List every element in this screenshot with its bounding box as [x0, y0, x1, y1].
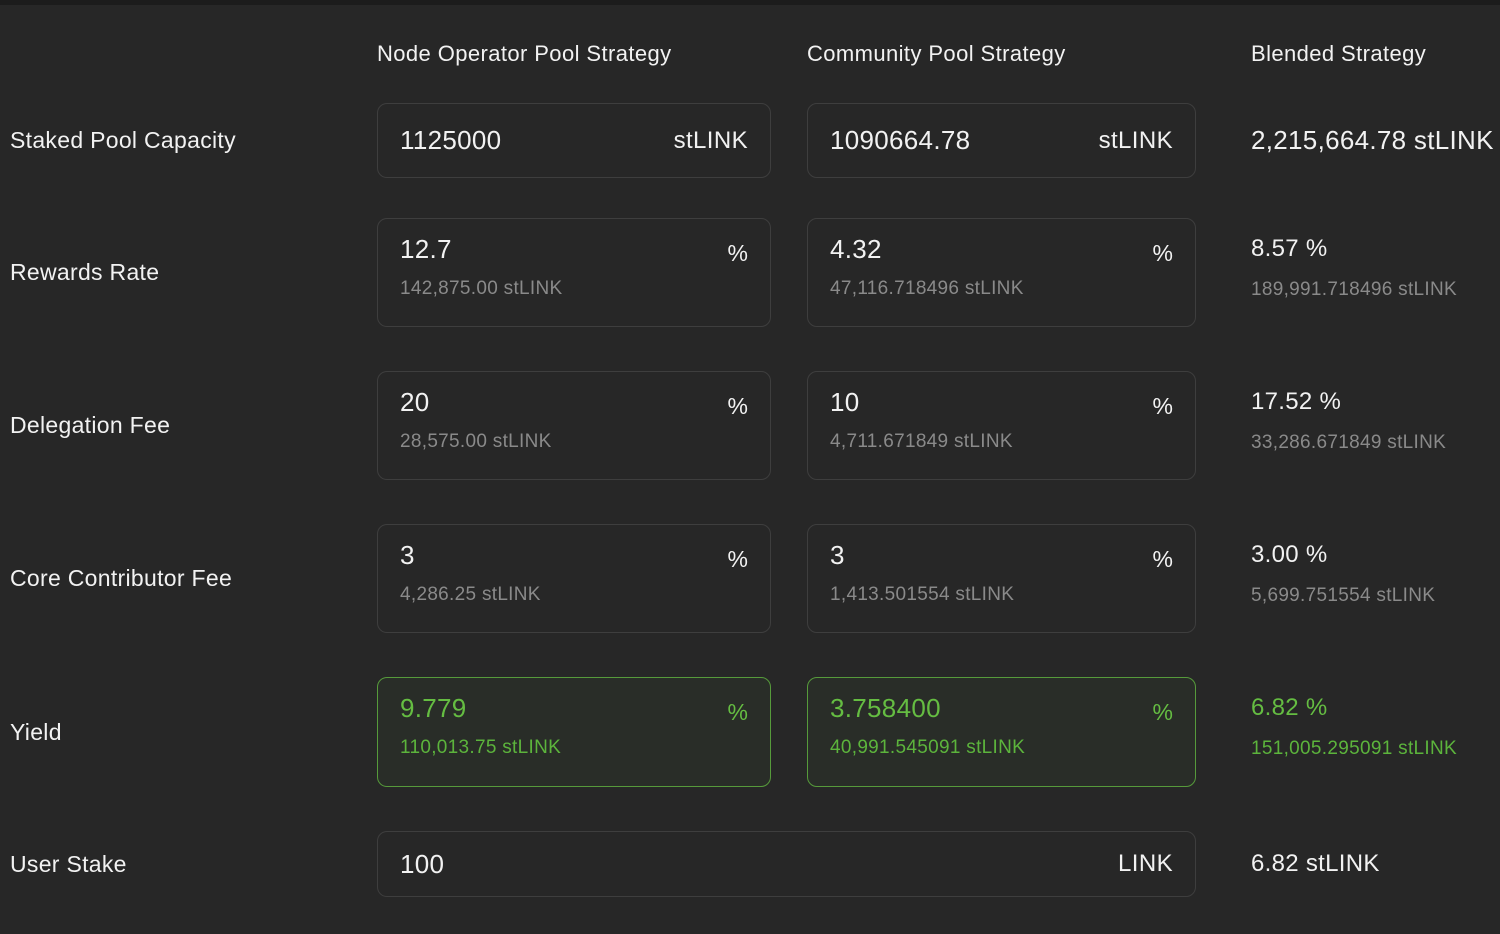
rewards-rate-blended-value: 8.57 %: [1251, 235, 1328, 262]
delegation-fee-node-unit: %: [727, 393, 748, 419]
user-stake-unit: LINK: [1118, 850, 1173, 877]
rewards-rate-node-input[interactable]: [400, 234, 651, 265]
rewards-rate-blended-subtext: 189,991.718496 stLINK: [1251, 279, 1457, 300]
header-spacer: [0, 41, 341, 103]
core-fee-node-subtext: 4,286.25 stLINK: [400, 584, 541, 605]
delegation-fee-blended: 17.52 % 33,286.671849 stLINK: [1232, 371, 1500, 480]
rewards-rate-node-field: % 142,875.00 stLINK: [377, 218, 771, 327]
delegation-fee-node-line: %: [400, 387, 748, 420]
delegation-fee-community-subtext: 4,711.671849 stLINK: [830, 431, 1013, 452]
yield-node-value: 9.779: [400, 693, 467, 723]
yield-blended-value: 6.82 %: [1251, 694, 1328, 721]
top-edge-strip: [0, 0, 1500, 5]
rewards-rate-community-subtext: 47,116.718496 stLINK: [830, 278, 1024, 299]
row-yield: Yield 9.779 % 110,013.75 stLINK 3.758400…: [0, 677, 1500, 787]
core-fee-node-field: % 4,286.25 stLINK: [377, 524, 771, 633]
core-fee-community-input[interactable]: [830, 540, 1077, 571]
rewards-rate-node-subtext: 142,875.00 stLINK: [400, 278, 563, 299]
label-staked-pool-capacity: Staked Pool Capacity: [10, 127, 236, 153]
staked-capacity-community-field: stLINK: [807, 103, 1196, 178]
delegation-fee-community-input[interactable]: [830, 387, 1077, 418]
staked-capacity-node-input[interactable]: [400, 125, 651, 156]
row-delegation-fee: Delegation Fee % 28,575.00 stLINK % 4,71…: [0, 371, 1500, 480]
yield-node-unit: %: [727, 699, 748, 725]
staked-capacity-node-unit: stLINK: [673, 126, 748, 154]
core-fee-community-line: %: [830, 540, 1173, 573]
core-fee-community-subtext: 1,413.501554 stLINK: [830, 584, 1015, 605]
core-fee-blended-value: 3.00 %: [1251, 541, 1328, 568]
core-fee-node-unit: %: [727, 546, 748, 572]
header-community-pool: Community Pool Strategy: [807, 41, 1066, 66]
row-core-contributor-fee: Core Contributor Fee % 4,286.25 stLINK %…: [0, 524, 1500, 633]
staked-capacity-node-field: stLINK: [377, 103, 771, 178]
header-blended-strategy: Blended Strategy: [1251, 41, 1427, 66]
header-node-operator-pool: Node Operator Pool Strategy: [377, 41, 672, 66]
user-stake-input[interactable]: [400, 848, 957, 880]
core-fee-blended-subtext: 5,699.751554 stLINK: [1251, 585, 1436, 606]
yield-blended: 6.82 % 151,005.295091 stLINK: [1232, 677, 1500, 787]
yield-community-unit: %: [1152, 699, 1173, 725]
rewards-rate-blended: 8.57 % 189,991.718496 stLINK: [1232, 218, 1500, 327]
row-rewards-rate: Rewards Rate % 142,875.00 stLINK % 47,11…: [0, 218, 1500, 327]
rewards-rate-node-line: %: [400, 234, 748, 267]
yield-community-field: 3.758400 % 40,991.545091 stLINK: [807, 677, 1196, 787]
core-fee-community-unit: %: [1152, 546, 1173, 572]
user-stake-blended-value: 6.82 stLINK: [1251, 850, 1380, 877]
staked-capacity-community-input[interactable]: [830, 125, 1077, 156]
rewards-rate-community-input[interactable]: [830, 234, 1077, 265]
rewards-rate-community-line: %: [830, 234, 1173, 267]
delegation-fee-community-field: % 4,711.671849 stLINK: [807, 371, 1196, 480]
yield-node-subtext: 110,013.75 stLINK: [400, 737, 562, 758]
row-user-stake: User Stake LINK 6.82 stLINK: [0, 831, 1500, 897]
label-yield: Yield: [10, 718, 62, 745]
yield-node-line: 9.779 %: [400, 693, 748, 726]
delegation-fee-community-unit: %: [1152, 393, 1173, 419]
label-core-contributor-fee: Core Contributor Fee: [10, 565, 233, 591]
rewards-rate-community-field: % 47,116.718496 stLINK: [807, 218, 1196, 327]
yield-node-field: 9.779 % 110,013.75 stLINK: [377, 677, 771, 787]
yield-blended-subtext: 151,005.295091 stLINK: [1251, 738, 1457, 759]
core-fee-community-field: % 1,413.501554 stLINK: [807, 524, 1196, 633]
core-fee-node-line: %: [400, 540, 748, 573]
delegation-fee-node-input[interactable]: [400, 387, 651, 418]
user-stake-field: LINK: [377, 831, 1196, 897]
label-user-stake: User Stake: [10, 850, 127, 877]
rewards-rate-node-unit: %: [727, 240, 748, 266]
column-headers: Node Operator Pool Strategy Community Po…: [0, 5, 1500, 103]
yield-community-value: 3.758400: [830, 693, 941, 723]
row-staked-pool-capacity: Staked Pool Capacity stLINK stLINK 2,215…: [0, 103, 1500, 178]
rewards-rate-community-unit: %: [1152, 240, 1173, 266]
delegation-fee-community-line: %: [830, 387, 1173, 420]
core-fee-node-input[interactable]: [400, 540, 651, 571]
yield-community-subtext: 40,991.545091 stLINK: [830, 737, 1026, 758]
delegation-fee-blended-value: 17.52 %: [1251, 388, 1342, 415]
label-delegation-fee: Delegation Fee: [10, 412, 171, 438]
delegation-fee-blended-subtext: 33,286.671849 stLINK: [1251, 432, 1447, 453]
delegation-fee-node-field: % 28,575.00 stLINK: [377, 371, 771, 480]
core-fee-blended: 3.00 % 5,699.751554 stLINK: [1232, 524, 1500, 633]
staked-capacity-community-unit: stLINK: [1098, 126, 1173, 154]
staked-capacity-blended-value: 2,215,664.78 stLINK: [1251, 125, 1494, 155]
yield-community-line: 3.758400 %: [830, 693, 1173, 726]
delegation-fee-node-subtext: 28,575.00 stLINK: [400, 431, 552, 452]
label-rewards-rate: Rewards Rate: [10, 259, 160, 285]
